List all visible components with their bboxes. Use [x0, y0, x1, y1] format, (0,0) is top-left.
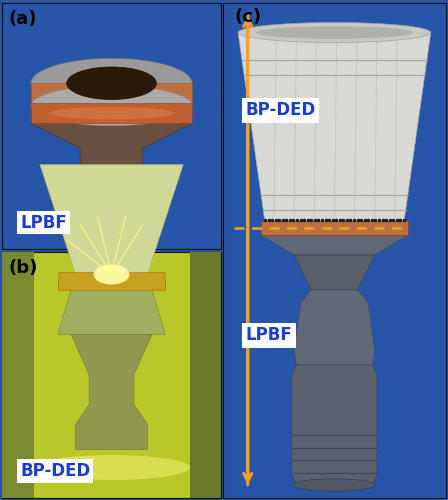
Ellipse shape	[256, 26, 413, 39]
Polygon shape	[31, 104, 192, 123]
Text: (b): (b)	[9, 259, 39, 277]
Ellipse shape	[31, 86, 192, 126]
Bar	[31, 83, 192, 106]
Text: (a): (a)	[9, 10, 38, 28]
Bar	[2, 2, 221, 249]
Ellipse shape	[67, 67, 156, 100]
Polygon shape	[71, 334, 152, 450]
Bar	[261, 221, 409, 235]
Ellipse shape	[238, 22, 431, 42]
Polygon shape	[31, 123, 192, 204]
Bar	[2, 252, 221, 498]
Ellipse shape	[33, 455, 190, 480]
Polygon shape	[40, 164, 183, 274]
Ellipse shape	[94, 264, 129, 284]
Text: (c): (c)	[234, 8, 262, 26]
Polygon shape	[31, 84, 192, 106]
Polygon shape	[238, 32, 431, 222]
Bar	[2, 252, 34, 498]
Polygon shape	[294, 290, 375, 365]
Ellipse shape	[31, 58, 192, 108]
Text: LPBF: LPBF	[20, 214, 67, 232]
Text: BP-DED: BP-DED	[20, 462, 90, 480]
Polygon shape	[292, 365, 377, 485]
Text: LPBF: LPBF	[246, 326, 292, 344]
Polygon shape	[58, 290, 165, 335]
Bar	[190, 252, 221, 498]
Bar	[223, 2, 446, 498]
Polygon shape	[261, 235, 409, 255]
Text: BP-DED: BP-DED	[246, 101, 316, 119]
Ellipse shape	[67, 186, 156, 206]
Polygon shape	[58, 272, 165, 289]
Ellipse shape	[49, 107, 174, 120]
Polygon shape	[294, 255, 375, 290]
Ellipse shape	[293, 479, 376, 491]
